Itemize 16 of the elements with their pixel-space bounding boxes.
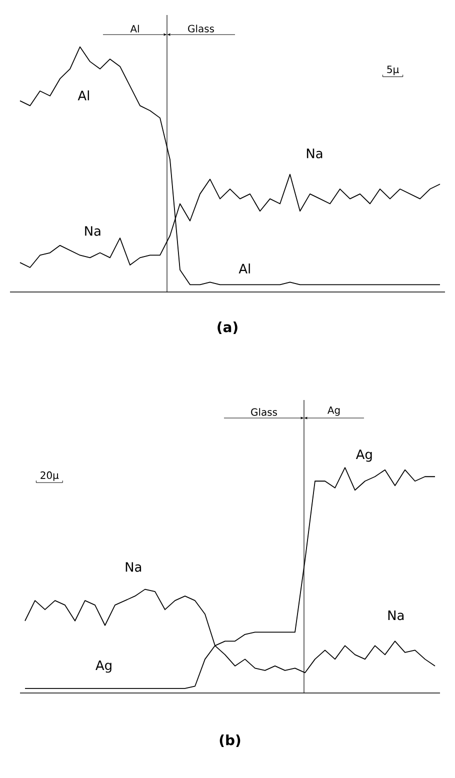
text: (b) <box>220 734 240 747</box>
annotation: Na <box>126 562 142 572</box>
annotation: 20μ <box>40 471 59 481</box>
text: Al <box>130 24 139 32</box>
text: Ag <box>356 450 372 462</box>
annotation: Na <box>306 148 322 158</box>
text: Glass <box>251 408 277 416</box>
text: Ag <box>328 406 340 416</box>
annotation: Al <box>238 264 250 274</box>
annotation: Na <box>85 226 100 236</box>
annotation: Ag <box>96 660 112 673</box>
annotation: 5μ <box>387 66 399 76</box>
text: (a) <box>218 322 238 334</box>
annotation: Na <box>388 610 404 620</box>
annotation: Al <box>78 90 89 100</box>
text: Glass <box>188 24 214 32</box>
